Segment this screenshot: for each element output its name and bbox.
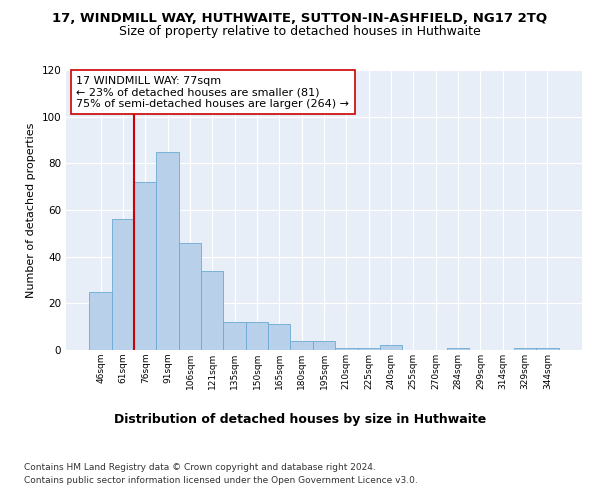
Bar [447,348,469,350]
Bar [157,152,179,350]
Text: 17 WINDMILL WAY: 77sqm
← 23% of detached houses are smaller (81)
75% of semi-det: 17 WINDMILL WAY: 77sqm ← 23% of detached… [76,76,349,109]
Bar [536,348,559,350]
Bar [201,270,223,350]
Text: Size of property relative to detached houses in Huthwaite: Size of property relative to detached ho… [119,25,481,38]
Bar [514,348,536,350]
Y-axis label: Number of detached properties: Number of detached properties [26,122,36,298]
Bar [89,292,112,350]
Text: Distribution of detached houses by size in Huthwaite: Distribution of detached houses by size … [114,412,486,426]
Bar [246,322,268,350]
Text: Contains HM Land Registry data © Crown copyright and database right 2024.: Contains HM Land Registry data © Crown c… [24,462,376,471]
Bar [358,348,380,350]
Bar [380,346,402,350]
Bar [268,324,290,350]
Bar [134,182,157,350]
Bar [223,322,246,350]
Bar [313,340,335,350]
Bar [179,242,201,350]
Bar [335,348,358,350]
Text: Contains public sector information licensed under the Open Government Licence v3: Contains public sector information licen… [24,476,418,485]
Text: 17, WINDMILL WAY, HUTHWAITE, SUTTON-IN-ASHFIELD, NG17 2TQ: 17, WINDMILL WAY, HUTHWAITE, SUTTON-IN-A… [52,12,548,26]
Bar [290,340,313,350]
Bar [112,220,134,350]
